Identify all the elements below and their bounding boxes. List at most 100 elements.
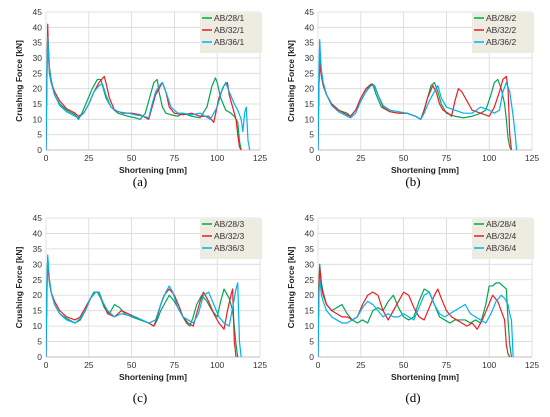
y-tick-label: 25 xyxy=(33,275,43,285)
x-tick-label: 100 xyxy=(482,153,496,163)
legend-entry: AB/28/1 xyxy=(214,13,245,23)
panel-label: (d) xyxy=(405,390,420,405)
legend-box xyxy=(200,219,262,259)
series-line-ab-36-4 xyxy=(318,279,514,357)
x-tick-label: 100 xyxy=(210,153,224,163)
series-line-ab-28-4 xyxy=(318,263,513,357)
legend-entry: AB/32/1 xyxy=(214,25,245,35)
x-tick-label: 100 xyxy=(210,360,224,370)
x-tick-label: 0 xyxy=(44,153,49,163)
y-tick-label: 15 xyxy=(305,99,315,109)
y-axis-title: Crushing Force [kN] xyxy=(286,246,296,328)
y-tick-label: 40 xyxy=(305,22,315,32)
series-line-ab-32-2 xyxy=(318,63,513,150)
legend-box xyxy=(200,13,262,53)
y-tick-label: 20 xyxy=(33,290,43,300)
y-tick-label: 45 xyxy=(305,7,315,17)
y-tick-label: 15 xyxy=(33,306,43,316)
series-line-ab-28-3 xyxy=(46,257,239,357)
panel-label: (c) xyxy=(133,390,147,405)
y-tick-label: 10 xyxy=(305,321,315,331)
y-tick-label: 35 xyxy=(305,244,315,254)
legend-box xyxy=(472,13,534,53)
y-tick-label: 10 xyxy=(33,114,43,124)
y-tick-label: 35 xyxy=(33,244,43,254)
x-tick-label: 0 xyxy=(316,360,321,370)
x-tick-label: 50 xyxy=(399,153,409,163)
legend-entry: AB/28/4 xyxy=(486,219,517,229)
y-axis-title: Crushing Force [kN] xyxy=(286,40,296,122)
series-line-ab-32-4 xyxy=(318,266,511,357)
series-line-ab-36-3 xyxy=(46,254,242,357)
y-tick-label: 20 xyxy=(33,84,43,94)
legend-entry: AB/28/3 xyxy=(214,219,245,229)
y-tick-label: 10 xyxy=(33,321,43,331)
y-tick-label: 0 xyxy=(309,352,314,362)
y-tick-label: 20 xyxy=(305,84,315,94)
series-line-ab-36-1 xyxy=(46,35,251,150)
legend-box xyxy=(472,219,534,259)
y-axis-title: Crushing Force [kN] xyxy=(14,246,24,328)
x-tick-label: 75 xyxy=(442,360,452,370)
y-tick-label: 45 xyxy=(33,213,43,223)
y-tick-label: 30 xyxy=(33,53,43,63)
y-tick-label: 40 xyxy=(33,228,43,238)
y-tick-label: 40 xyxy=(33,22,43,32)
y-tick-label: 10 xyxy=(305,114,315,124)
y-tick-label: 0 xyxy=(37,352,42,362)
series-line-ab-32-3 xyxy=(46,260,237,357)
x-tick-label: 125 xyxy=(253,360,267,370)
panel-label: (a) xyxy=(133,174,147,189)
x-tick-label: 75 xyxy=(170,153,180,163)
y-tick-label: 5 xyxy=(309,337,314,347)
series-line-ab-28-2 xyxy=(318,54,512,150)
x-tick-label: 125 xyxy=(525,360,539,370)
y-tick-label: 45 xyxy=(33,7,43,17)
y-tick-label: 20 xyxy=(305,290,315,300)
series-line-ab-36-2 xyxy=(318,38,518,150)
y-tick-label: 5 xyxy=(309,130,314,140)
x-tick-label: 25 xyxy=(84,153,94,163)
legend-entry: AB/32/3 xyxy=(214,231,245,241)
chart-panel: 0 5 10 15 20 25 30 35 40 45 0 25 50 75 100 125 Shortenin… xyxy=(286,213,539,405)
x-tick-label: 50 xyxy=(127,153,137,163)
legend-entry: AB/28/2 xyxy=(486,13,517,23)
x-tick-label: 25 xyxy=(84,360,94,370)
y-tick-label: 5 xyxy=(37,337,42,347)
y-tick-label: 15 xyxy=(305,306,315,316)
x-tick-label: 75 xyxy=(442,153,452,163)
x-axis-title: Shortening [mm] xyxy=(119,165,187,175)
x-tick-label: 25 xyxy=(356,360,366,370)
x-tick-label: 75 xyxy=(170,360,180,370)
y-tick-label: 30 xyxy=(33,259,43,269)
x-tick-label: 25 xyxy=(356,153,366,163)
x-tick-label: 125 xyxy=(525,153,539,163)
x-axis-title: Shortening [mm] xyxy=(391,372,459,382)
x-axis-title: Shortening [mm] xyxy=(391,165,459,175)
y-tick-label: 25 xyxy=(305,68,315,78)
legend-entry: AB/36/3 xyxy=(214,243,245,253)
legend-entry: AB/32/2 xyxy=(486,25,517,35)
chart-panel: 0 5 10 15 20 25 30 35 40 45 0 25 50 75 100 125 Shortenin… xyxy=(14,7,267,189)
panel-label: (b) xyxy=(405,174,420,189)
y-tick-label: 0 xyxy=(37,145,42,155)
x-axis-title: Shortening [mm] xyxy=(119,372,187,382)
y-tick-label: 35 xyxy=(305,38,315,48)
y-tick-label: 25 xyxy=(33,68,43,78)
y-tick-label: 45 xyxy=(305,213,315,223)
x-tick-label: 100 xyxy=(482,360,496,370)
chart-panel: 0 5 10 15 20 25 30 35 40 45 0 25 50 75 100 125 Shortenin… xyxy=(286,7,539,189)
legend-entry: AB/32/4 xyxy=(486,231,517,241)
x-tick-label: 50 xyxy=(399,360,409,370)
y-tick-label: 0 xyxy=(309,145,314,155)
chart-panel: 0 5 10 15 20 25 30 35 40 45 0 25 50 75 100 125 Shortenin… xyxy=(14,213,267,405)
y-tick-label: 5 xyxy=(37,130,42,140)
y-tick-label: 30 xyxy=(305,53,315,63)
x-tick-label: 125 xyxy=(253,153,267,163)
y-tick-label: 40 xyxy=(305,228,315,238)
y-tick-label: 30 xyxy=(305,259,315,269)
x-tick-label: 0 xyxy=(44,360,49,370)
y-tick-label: 15 xyxy=(33,99,43,109)
x-tick-label: 0 xyxy=(316,153,321,163)
